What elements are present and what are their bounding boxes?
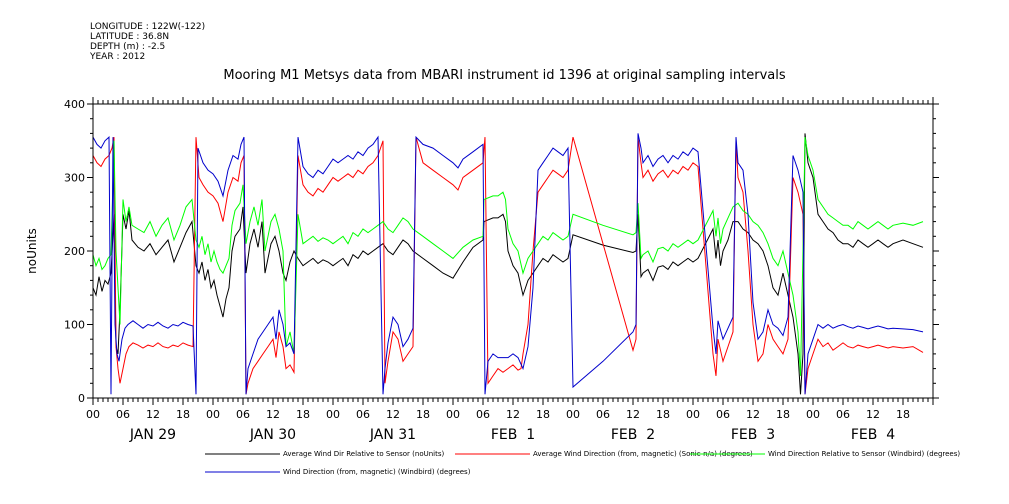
chart-title: Mooring M1 Metsys data from MBARI instru… [223,68,786,83]
x-tick-label: 12 [266,408,280,421]
y-tick-label: 100 [64,319,85,332]
x-tick-label: 18 [416,408,430,421]
y-tick-label: 400 [64,98,85,111]
legend-label-4: Wind Direction (from, magnetic) (Windbir… [283,468,471,476]
legend-label-3: Wind Direction Relative to Sensor (Windb… [768,450,960,458]
x-day-label: FEB 4 [851,427,895,443]
x-tick-label: 12 [626,408,640,421]
x-day-label: JAN 29 [129,427,176,443]
header-longitude: LONGITUDE : 122W(-122) [90,22,206,32]
x-tick-label: 06 [716,408,730,421]
y-tick-label: 300 [64,172,85,185]
y-tick-label: 0 [78,392,85,405]
series-line-2 [92,136,924,395]
x-tick-label: 06 [596,408,610,421]
x-tick-label: 06 [356,408,370,421]
x-tick-label: 18 [296,408,310,421]
x-day-label: FEB 1 [491,427,535,443]
x-tick-label: 00 [86,408,100,421]
x-tick-label: 12 [146,408,160,421]
x-tick-label: 00 [566,408,580,421]
x-tick-label: 06 [116,408,130,421]
x-day-label: JAN 31 [369,427,416,443]
axes: 0 100 200 300 400 00 06 12 18 00 06 12 18 00 06 12 18 00 0… [64,97,939,443]
plot-lines [92,133,924,395]
x-tick-label: 12 [746,408,760,421]
x-day-label: FEB 2 [611,427,655,443]
x-tick-label: 06 [476,408,490,421]
header-depth: DEPTH (m) : -2.5 [90,42,166,52]
header-latitude: LATITUDE : 36.8N [90,32,170,42]
header-year: YEAR : 2012 [90,52,146,62]
y-tick-label: 200 [64,245,85,258]
x-tick-label: 00 [806,408,820,421]
x-tick-label: 00 [206,408,220,421]
x-day-label: FEB 3 [731,427,775,443]
x-tick-label: 12 [866,408,880,421]
x-tick-label: 12 [386,408,400,421]
x-tick-label: 00 [446,408,460,421]
x-tick-label: 18 [776,408,790,421]
x-tick-label: 06 [836,408,850,421]
legend-label-2: Average Wind Direction (from, magnetic) … [533,450,753,458]
legend-label-1: Average Wind Dir Relative to Sensor (noU… [283,450,444,458]
x-tick-label: 18 [896,408,910,421]
series-line-4 [92,133,924,395]
series-line-1 [92,133,924,395]
x-tick-label: 12 [506,408,520,421]
x-tick-label: 06 [236,408,250,421]
x-tick-label: 18 [536,408,550,421]
x-tick-label: 18 [656,408,670,421]
x-tick-label: 00 [326,408,340,421]
x-tick-label: 00 [686,408,700,421]
x-tick-label: 18 [176,408,190,421]
series-line-3 [92,137,924,376]
x-day-label: JAN 30 [249,427,296,443]
legend: Average Wind Dir Relative to Sensor (noU… [205,450,960,476]
